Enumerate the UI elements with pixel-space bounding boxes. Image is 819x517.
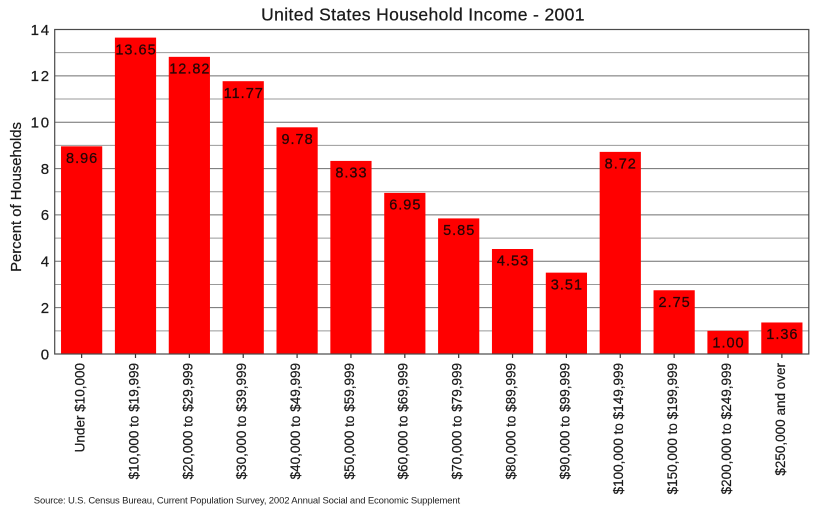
svg-text:$90,000 to $99,999: $90,000 to $99,999 [557,363,572,479]
svg-text:$80,000 to $89,999: $80,000 to $89,999 [503,363,518,479]
svg-text:Under $10,000: Under $10,000 [73,363,88,452]
svg-text:8: 8 [41,161,51,178]
svg-text:3.51: 3.51 [551,277,583,293]
svg-text:$20,000 to $29,999: $20,000 to $29,999 [180,363,195,479]
svg-text:8.72: 8.72 [605,157,637,173]
svg-text:4.53: 4.53 [497,254,529,270]
svg-text:$70,000 to $79,999: $70,000 to $79,999 [450,363,465,479]
svg-text:2: 2 [41,300,51,317]
svg-text:$40,000 to $49,999: $40,000 to $49,999 [288,363,303,479]
svg-text:2.75: 2.75 [659,295,691,311]
svg-text:1.36: 1.36 [766,327,798,343]
svg-text:Percent of Households: Percent of Households [9,122,25,272]
svg-text:11.77: 11.77 [224,86,264,102]
svg-text:0: 0 [41,346,51,363]
svg-text:United States Household Income: United States Household Income - 2001 [261,5,585,25]
svg-text:$250,000 and over: $250,000 and over [773,363,788,476]
svg-text:$150,000 to $199,999: $150,000 to $199,999 [665,363,680,494]
svg-text:8.33: 8.33 [335,166,367,182]
svg-text:5.85: 5.85 [443,223,475,239]
svg-text:4: 4 [41,254,51,271]
svg-text:14: 14 [31,22,51,39]
svg-text:13.65: 13.65 [115,42,156,58]
svg-text:$100,000 to $149,999: $100,000 to $149,999 [611,363,626,494]
svg-text:12: 12 [31,68,51,85]
svg-text:6: 6 [41,207,51,224]
svg-text:12.82: 12.82 [169,62,210,78]
svg-text:$60,000 to $69,999: $60,000 to $69,999 [396,363,411,479]
svg-text:6.95: 6.95 [389,198,421,214]
svg-text:Source: U.S. Census Bureau, Cu: Source: U.S. Census Bureau, Current Popu… [34,495,461,506]
svg-text:$50,000 to $59,999: $50,000 to $59,999 [342,363,357,479]
svg-text:$200,000 to $249,999: $200,000 to $249,999 [719,363,734,494]
svg-text:10: 10 [31,115,51,132]
svg-text:9.78: 9.78 [281,132,313,148]
svg-text:8.96: 8.96 [66,151,98,167]
svg-text:1.00: 1.00 [712,336,744,352]
svg-text:$30,000 to $39,999: $30,000 to $39,999 [234,363,249,479]
svg-text:$10,000 to $19,999: $10,000 to $19,999 [126,363,141,479]
